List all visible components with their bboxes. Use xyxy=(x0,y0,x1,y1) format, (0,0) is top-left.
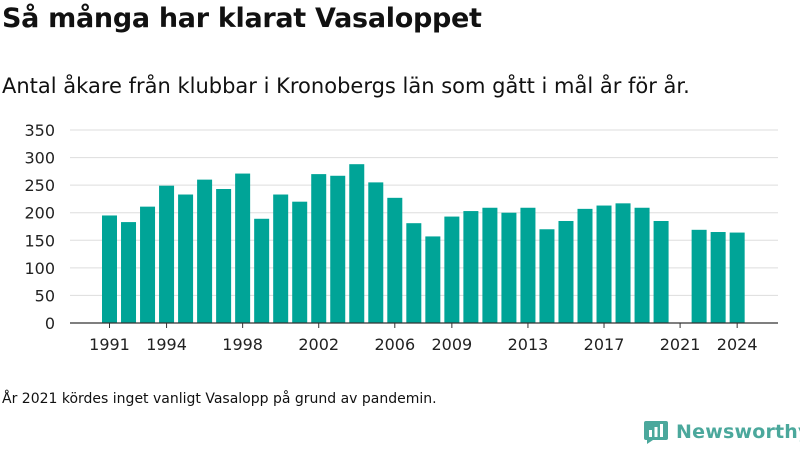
bar-2014 xyxy=(539,229,555,323)
bar-2001 xyxy=(292,201,308,323)
footnote: År 2021 kördes inget vanligt Vasalopp på… xyxy=(2,391,437,407)
x-tick-label: 2002 xyxy=(298,335,339,354)
bar-1991 xyxy=(102,215,117,323)
y-tick-label: 200 xyxy=(24,204,55,223)
bar-2007 xyxy=(406,223,422,323)
bar-2009 xyxy=(444,216,460,323)
brand-logo[interactable]: Newsworthy xyxy=(643,419,800,445)
bar-2015 xyxy=(558,220,574,323)
bar-2008 xyxy=(425,236,441,323)
bar-1999 xyxy=(254,218,270,323)
bar-2003 xyxy=(330,175,346,323)
brand-name: Newsworthy xyxy=(676,421,800,443)
x-tick-label: 2021 xyxy=(660,335,701,354)
y-tick-label: 250 xyxy=(24,176,55,195)
y-tick-label: 300 xyxy=(24,149,55,168)
bar-1998 xyxy=(235,173,251,323)
y-tick-label: 100 xyxy=(24,259,55,278)
bar-1992 xyxy=(121,222,137,323)
x-tick-label: 2024 xyxy=(717,335,758,354)
bar-2000 xyxy=(273,194,289,323)
bar-2018 xyxy=(615,203,631,323)
x-tick-label: 1998 xyxy=(222,335,263,354)
x-tick-label: 1994 xyxy=(146,335,187,354)
bar-2011 xyxy=(482,207,498,323)
chart-title: Så många har klarat Vasaloppet xyxy=(2,3,482,34)
y-tick-label: 150 xyxy=(24,231,55,250)
bar-chart: 0 50 100 150 200 250 300 350 1991 1994 1998 2002 20… xyxy=(24,121,778,354)
bars xyxy=(102,164,745,323)
bar-2002 xyxy=(311,174,327,323)
chart-subtitle: Antal åkare från klubbar i Kronobergs lä… xyxy=(2,74,690,98)
bar-1996 xyxy=(197,179,213,323)
bar-2013 xyxy=(520,207,536,323)
x-tick-label: 2009 xyxy=(432,335,473,354)
x-tick-label: 2017 xyxy=(584,335,625,354)
y-tick-label: 350 xyxy=(24,121,55,140)
bar-1994 xyxy=(159,185,175,323)
bar-2010 xyxy=(463,211,479,323)
bar-1993 xyxy=(140,206,156,323)
bar-2024 xyxy=(729,232,745,323)
bar-2004 xyxy=(349,164,365,323)
y-tick-label: 0 xyxy=(45,314,55,333)
gridlines xyxy=(70,129,778,296)
bar-2012 xyxy=(501,212,517,323)
x-tick-label: 2013 xyxy=(508,335,549,354)
y-tick-label: 50 xyxy=(35,286,55,305)
x-tick-label: 1991 xyxy=(89,335,130,354)
bar-2022 xyxy=(691,229,707,323)
bar-2023 xyxy=(710,232,726,323)
bar-2006 xyxy=(387,197,403,323)
x-tick-label: 2006 xyxy=(374,335,415,354)
x-axis-labels: 1991 1994 1998 2002 2006 2009 2013 2017 2021 2024 xyxy=(89,335,757,354)
x-axis xyxy=(70,322,778,328)
bar-2020 xyxy=(653,220,669,323)
bar-1995 xyxy=(178,194,194,323)
bar-2019 xyxy=(634,207,650,323)
bar-1997 xyxy=(216,189,232,323)
bar-2005 xyxy=(368,182,384,323)
bar-2017 xyxy=(596,205,612,323)
bar-2016 xyxy=(577,208,593,323)
newsworthy-logo-icon xyxy=(644,421,668,444)
y-axis-labels: 0 50 100 150 200 250 300 350 xyxy=(24,121,55,333)
